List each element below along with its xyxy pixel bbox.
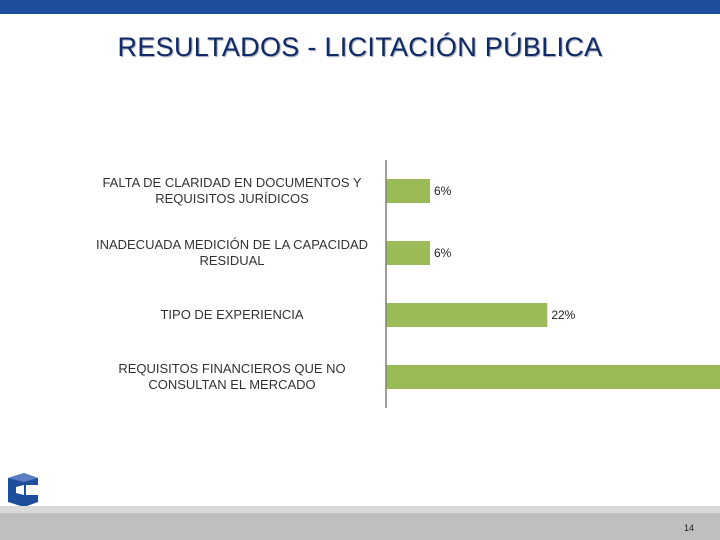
bar-4 [386, 365, 720, 389]
page-number: 14 [683, 523, 694, 533]
slide-title: RESULTADOS - LICITACIÓN PÚBLICA [117, 32, 603, 62]
company-logo-icon [8, 473, 38, 507]
top-bar [0, 0, 720, 14]
value-label-3: 22% [551, 308, 575, 322]
bar-1 [386, 179, 430, 203]
footer-bar [0, 513, 720, 540]
category-label-2: INADECUADA MEDICIÓN DE LA CAPACIDAD RESID… [96, 237, 368, 268]
footer-stripe [0, 506, 720, 513]
bar-2 [386, 241, 430, 265]
value-label-1: 6% [434, 184, 452, 198]
bar-3 [386, 303, 548, 327]
value-label-2: 6% [434, 246, 452, 260]
category-label-1: FALTA DE CLARIDAD EN DOCUMENTOS Y REQUISI… [102, 175, 361, 206]
category-label-3: TIPO DE EXPERIENCIA [160, 307, 303, 322]
category-label-4: REQUISITOS FINANCIEROS QUE NO CONSULTAN E… [118, 361, 345, 392]
